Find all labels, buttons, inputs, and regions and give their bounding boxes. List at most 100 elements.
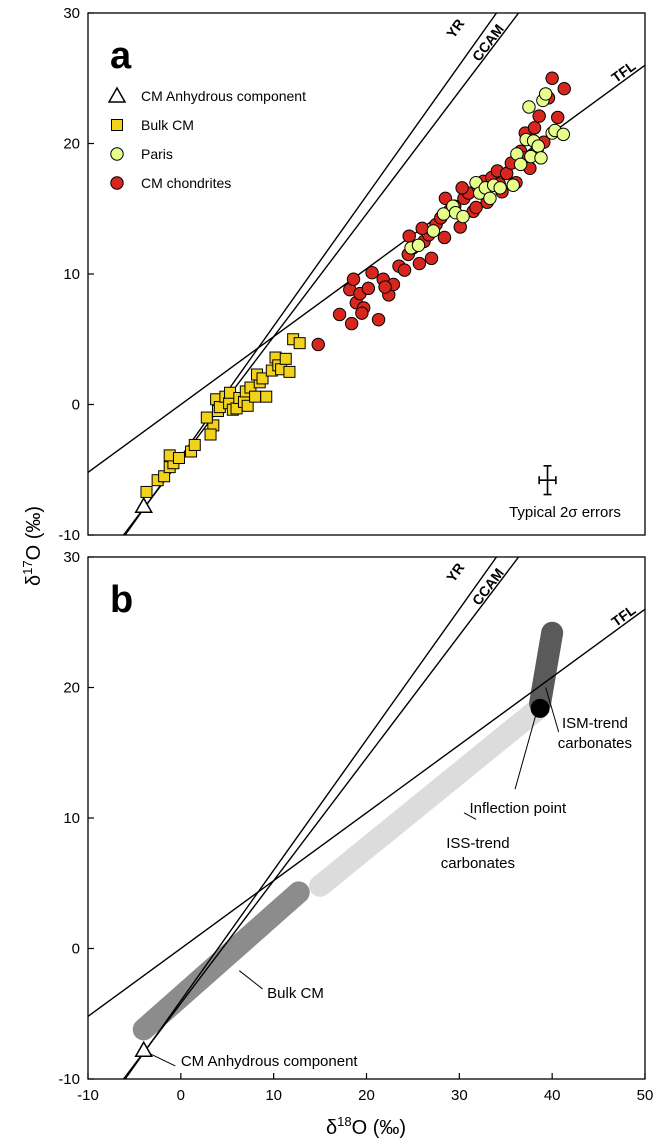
x-tick-label: 30 [451, 1087, 468, 1104]
y-tick-label: 20 [63, 680, 80, 697]
trend-band-ism [529, 621, 564, 715]
bulk-label: Bulk CM [267, 985, 324, 1002]
x-tick-label: 20 [358, 1087, 375, 1104]
inflection-point [530, 698, 550, 718]
paris-point [534, 151, 548, 165]
panel-a-label: a [110, 35, 132, 77]
legend-marker-cm [110, 176, 124, 190]
bulk-point [249, 390, 262, 403]
reference-line-ccam [122, 13, 520, 535]
bulk-point [293, 337, 306, 350]
x-axis-label: δ18O (‰) [326, 1114, 406, 1139]
paris-point [426, 224, 441, 238]
bulk-point [172, 452, 185, 465]
cm-point [437, 230, 452, 245]
legend-label-paris: Paris [141, 146, 173, 162]
cm-point [344, 316, 359, 331]
cm-point [412, 256, 427, 271]
y-tick-label: -10 [58, 1071, 80, 1088]
paris-point [556, 127, 571, 142]
cm-point [397, 263, 412, 277]
y-tick-label: 0 [72, 941, 80, 958]
trend-band-bulk [132, 881, 310, 1041]
legend-marker-bulk [111, 119, 123, 131]
cm-point [545, 71, 559, 85]
paris-point [456, 209, 470, 224]
cm-point [424, 251, 439, 266]
bulk-point [279, 352, 292, 365]
legend-marker-paris [110, 147, 124, 161]
cm-point [311, 337, 325, 352]
cm-point [532, 109, 546, 123]
anhydrous-leader [148, 1052, 176, 1067]
cm-point [551, 110, 565, 125]
paris-point [493, 181, 507, 195]
x-tick-label: 10 [265, 1087, 282, 1104]
y-tick-label: 30 [63, 549, 80, 566]
iss-label: carbonates [441, 855, 515, 872]
error-annotation: Typical 2σ errors [509, 504, 621, 521]
cm-point [415, 221, 429, 236]
paris-point [506, 178, 520, 192]
anhydrous-point [134, 1040, 153, 1058]
iss-leader [463, 812, 477, 820]
ism-label: carbonates [558, 735, 632, 752]
bulk-point [140, 485, 153, 498]
bulk-point [256, 372, 269, 385]
bulk-point [200, 411, 213, 424]
paris-point [522, 100, 536, 114]
cm-point [557, 81, 571, 96]
panel-b-label: b [110, 579, 133, 621]
cm-point [371, 312, 386, 327]
cm-point [469, 200, 483, 215]
bulk-point [188, 438, 201, 451]
y-tick-label: -10 [58, 527, 80, 544]
y-tick-label: 10 [63, 266, 80, 283]
cm-point [346, 272, 361, 286]
y-tick-label: 30 [63, 5, 80, 22]
bulk-point [204, 428, 217, 441]
paris-point [513, 157, 528, 172]
inflection-label: Inflection point [469, 800, 567, 817]
legend-marker-anhydrous [107, 86, 127, 103]
paris-point [531, 139, 545, 153]
bulk-leader [239, 970, 263, 990]
paris-point [483, 191, 497, 206]
cm-point [378, 280, 392, 294]
legend: CM Anhydrous component Bulk CM Paris CM cho… [107, 86, 306, 191]
anhydrous-point [134, 496, 153, 514]
cm-point [365, 265, 379, 280]
cm-point [402, 229, 416, 243]
paris-point [538, 87, 553, 101]
reference-line-ccam [122, 557, 520, 1079]
x-tick-label: 0 [177, 1087, 185, 1104]
bulk-point [241, 399, 254, 412]
trend-band-iss [309, 699, 547, 897]
cm-point [455, 181, 469, 195]
y-tick-label: 10 [63, 810, 80, 827]
bulk-point [260, 390, 273, 403]
error-bar [538, 465, 557, 496]
inflection-leader [514, 716, 536, 790]
bulk-point [283, 365, 296, 378]
cm-point [332, 307, 347, 322]
anhydrous-label: CM Anhydrous component [181, 1053, 359, 1070]
legend-label-bulk: Bulk CM [141, 117, 194, 133]
reference-line-tfl [88, 608, 645, 1018]
reference-line-tfl [88, 64, 645, 474]
y-tick-label: 20 [63, 136, 80, 153]
cm-point [355, 306, 369, 320]
ism-leader [545, 687, 560, 733]
iss-label: ISS-trend [446, 835, 509, 852]
legend-label-anhydrous: CM Anhydrous component [141, 88, 306, 104]
y-tick-label: 0 [72, 397, 80, 414]
x-tick-label: 40 [544, 1087, 561, 1104]
x-tick-label: -10 [77, 1087, 99, 1104]
x-tick-label: 50 [637, 1087, 654, 1104]
paris-point [411, 238, 426, 252]
cm-point [361, 281, 376, 296]
legend-label-cm: CM chondrites [141, 175, 231, 191]
